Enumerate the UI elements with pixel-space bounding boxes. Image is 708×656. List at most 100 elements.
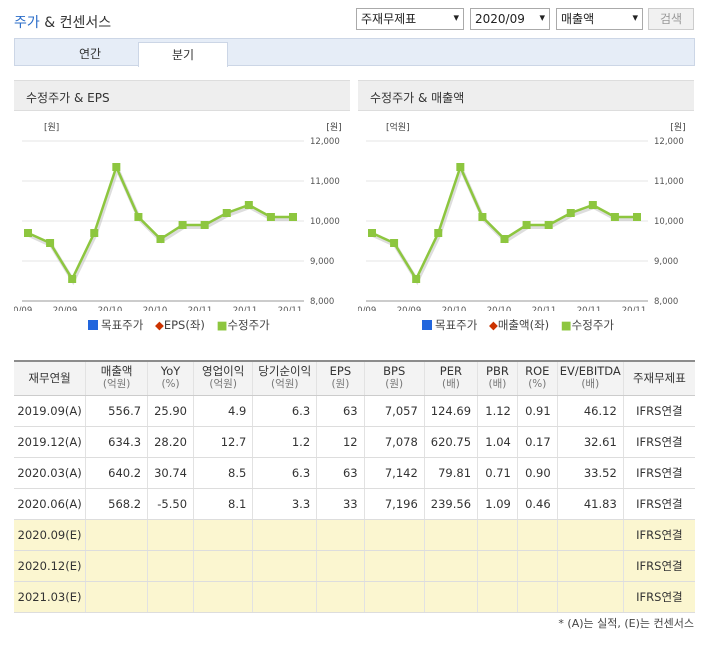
- table-cell: [147, 581, 195, 613]
- table-cell: 2020.09(E): [14, 519, 87, 551]
- table-cell: 640.2: [85, 457, 149, 489]
- chart-eps: [원] [원] 12,000 11,000 10,000 9,000 8,000 20/09 2…: [14, 122, 342, 311]
- x-tick-label: 20/10: [442, 306, 467, 311]
- data-point: [544, 221, 553, 229]
- table-cell: 32.61: [557, 426, 624, 458]
- data-point: [412, 275, 421, 283]
- chevron-down-icon: ▾: [539, 11, 545, 24]
- x-tick-label: 20/10: [487, 306, 512, 311]
- column-header-unit: (%): [161, 378, 180, 391]
- chevron-down-icon: ▾: [632, 11, 638, 24]
- y-tick-label: 9,000: [654, 257, 678, 267]
- data-point: [478, 213, 487, 221]
- column-header-unit: (원): [331, 378, 350, 391]
- table-cell: [252, 581, 318, 613]
- y-left-unit: [원]: [44, 122, 59, 133]
- search-button[interactable]: 검색: [648, 8, 694, 30]
- table-cell: 7,078: [364, 426, 425, 458]
- y-tick-label: 8,000: [654, 297, 678, 307]
- column-header-label: BPS: [383, 364, 406, 379]
- data-point: [134, 213, 143, 221]
- page-title: 주가 & 컨센서스: [14, 15, 112, 31]
- series-shadow: [28, 163, 294, 286]
- legend-square-icon: ■: [216, 318, 228, 332]
- y-tick-label: 10,000: [310, 217, 340, 227]
- table-cell: [316, 550, 365, 582]
- legend-price: ■수정주가: [216, 318, 270, 332]
- column-header-label: 주재무제표: [632, 370, 686, 385]
- table-cell: [193, 550, 254, 582]
- table-cell: 2020.06(A): [14, 488, 87, 520]
- column-header-label: 당기순이익: [258, 364, 312, 379]
- tab-quarterly[interactable]: 분기: [138, 42, 228, 67]
- table-cell: 0.91: [517, 395, 558, 427]
- table-cell: 63: [316, 457, 365, 489]
- series-line-price: [27, 163, 293, 282]
- column-header: 영업이익 (억원): [193, 360, 254, 396]
- series-shadow: [372, 163, 638, 286]
- period-tabs: 연간 분기: [14, 38, 695, 67]
- x-tick-label: 20/10: [143, 306, 168, 311]
- table-cell: [477, 519, 518, 551]
- data-point: [200, 221, 209, 229]
- y-left-unit: [억원]: [386, 121, 410, 133]
- column-header: YoY (%): [147, 360, 195, 396]
- column-header-label: YoY: [160, 364, 181, 379]
- tab-annual[interactable]: 연간: [78, 47, 102, 61]
- table-cell: [252, 550, 318, 582]
- table-cell: -5.50: [147, 488, 195, 520]
- table-cell: [252, 519, 318, 551]
- footnote: * (A)는 실적, (E)는 컨센서스: [558, 617, 694, 630]
- table-row: 2019.09(A) 556.7 25.90 4.9 6.3 63 7,057 124.69 1…: [14, 395, 695, 427]
- table-row: 2020.03(A) 640.2 30.74 8.5 6.3 63 7,142 79.81 0.…: [14, 457, 695, 489]
- header: 주가 & 컨센서스 주재무제표 ▾ 2020/09 ▾ 매출액 ▾ 검색: [14, 8, 694, 36]
- table-cell: IFRS연결: [623, 581, 695, 613]
- table-cell: 4.9: [193, 395, 254, 427]
- data-point: [46, 239, 55, 247]
- legend-target: 목표주가: [88, 318, 143, 332]
- column-header: PER (배): [424, 360, 479, 396]
- table-cell: 2020.03(A): [14, 457, 87, 489]
- table-cell: 556.7: [85, 395, 149, 427]
- data-point: [68, 275, 77, 283]
- table-cell: 568.2: [85, 488, 149, 520]
- legend-diamond-icon: ◆: [488, 318, 498, 332]
- column-header: 당기순이익 (억원): [252, 360, 318, 396]
- data-point: [500, 235, 509, 243]
- data-point: [178, 221, 187, 229]
- period-select[interactable]: 2020/09 ▾: [470, 8, 550, 30]
- column-header: 주재무제표: [623, 360, 695, 396]
- column-header-label: ROE: [525, 364, 550, 379]
- table-row: 2020.09(E) IFRS연결: [14, 519, 695, 551]
- data-point: [368, 229, 376, 237]
- table-cell: 63: [316, 395, 365, 427]
- table-cell: 124.69: [424, 395, 479, 427]
- table-cell: [85, 519, 149, 551]
- x-tick-label: 20/10: [98, 306, 123, 311]
- table-header-row: 재무연월 매출액 (억원) YoY (%) 영업이익 (억원) 당기순이익 (억원) EPS (원)…: [14, 360, 695, 396]
- y-tick-label: 8,000: [310, 297, 334, 307]
- table-cell: 634.3: [85, 426, 149, 458]
- table-cell: [557, 550, 624, 582]
- table-cell: IFRS연결: [623, 488, 695, 520]
- data-point: [566, 209, 575, 217]
- legend-square-icon: [88, 320, 98, 330]
- table-cell: 30.74: [147, 457, 195, 489]
- table-cell: [364, 550, 425, 582]
- table-cell: [424, 550, 479, 582]
- x-tick-label: 20/11: [188, 306, 213, 311]
- table-cell: [517, 550, 558, 582]
- legend-square-icon: ■: [560, 318, 572, 332]
- statement-type-select[interactable]: 주재무제표 ▾: [356, 8, 464, 30]
- y-tick-label: 11,000: [654, 177, 684, 187]
- data-point: [522, 221, 531, 229]
- metric-select[interactable]: 매출액 ▾: [556, 8, 643, 30]
- table-cell: [424, 519, 479, 551]
- data-point: [222, 209, 231, 217]
- legend-price: ■수정주가: [560, 318, 614, 332]
- table-cell: 12: [316, 426, 365, 458]
- table-cell: 46.12: [557, 395, 624, 427]
- data-point: [610, 213, 619, 221]
- column-header-unit: (배): [441, 378, 460, 391]
- legend-diamond-icon: ◆: [154, 318, 164, 332]
